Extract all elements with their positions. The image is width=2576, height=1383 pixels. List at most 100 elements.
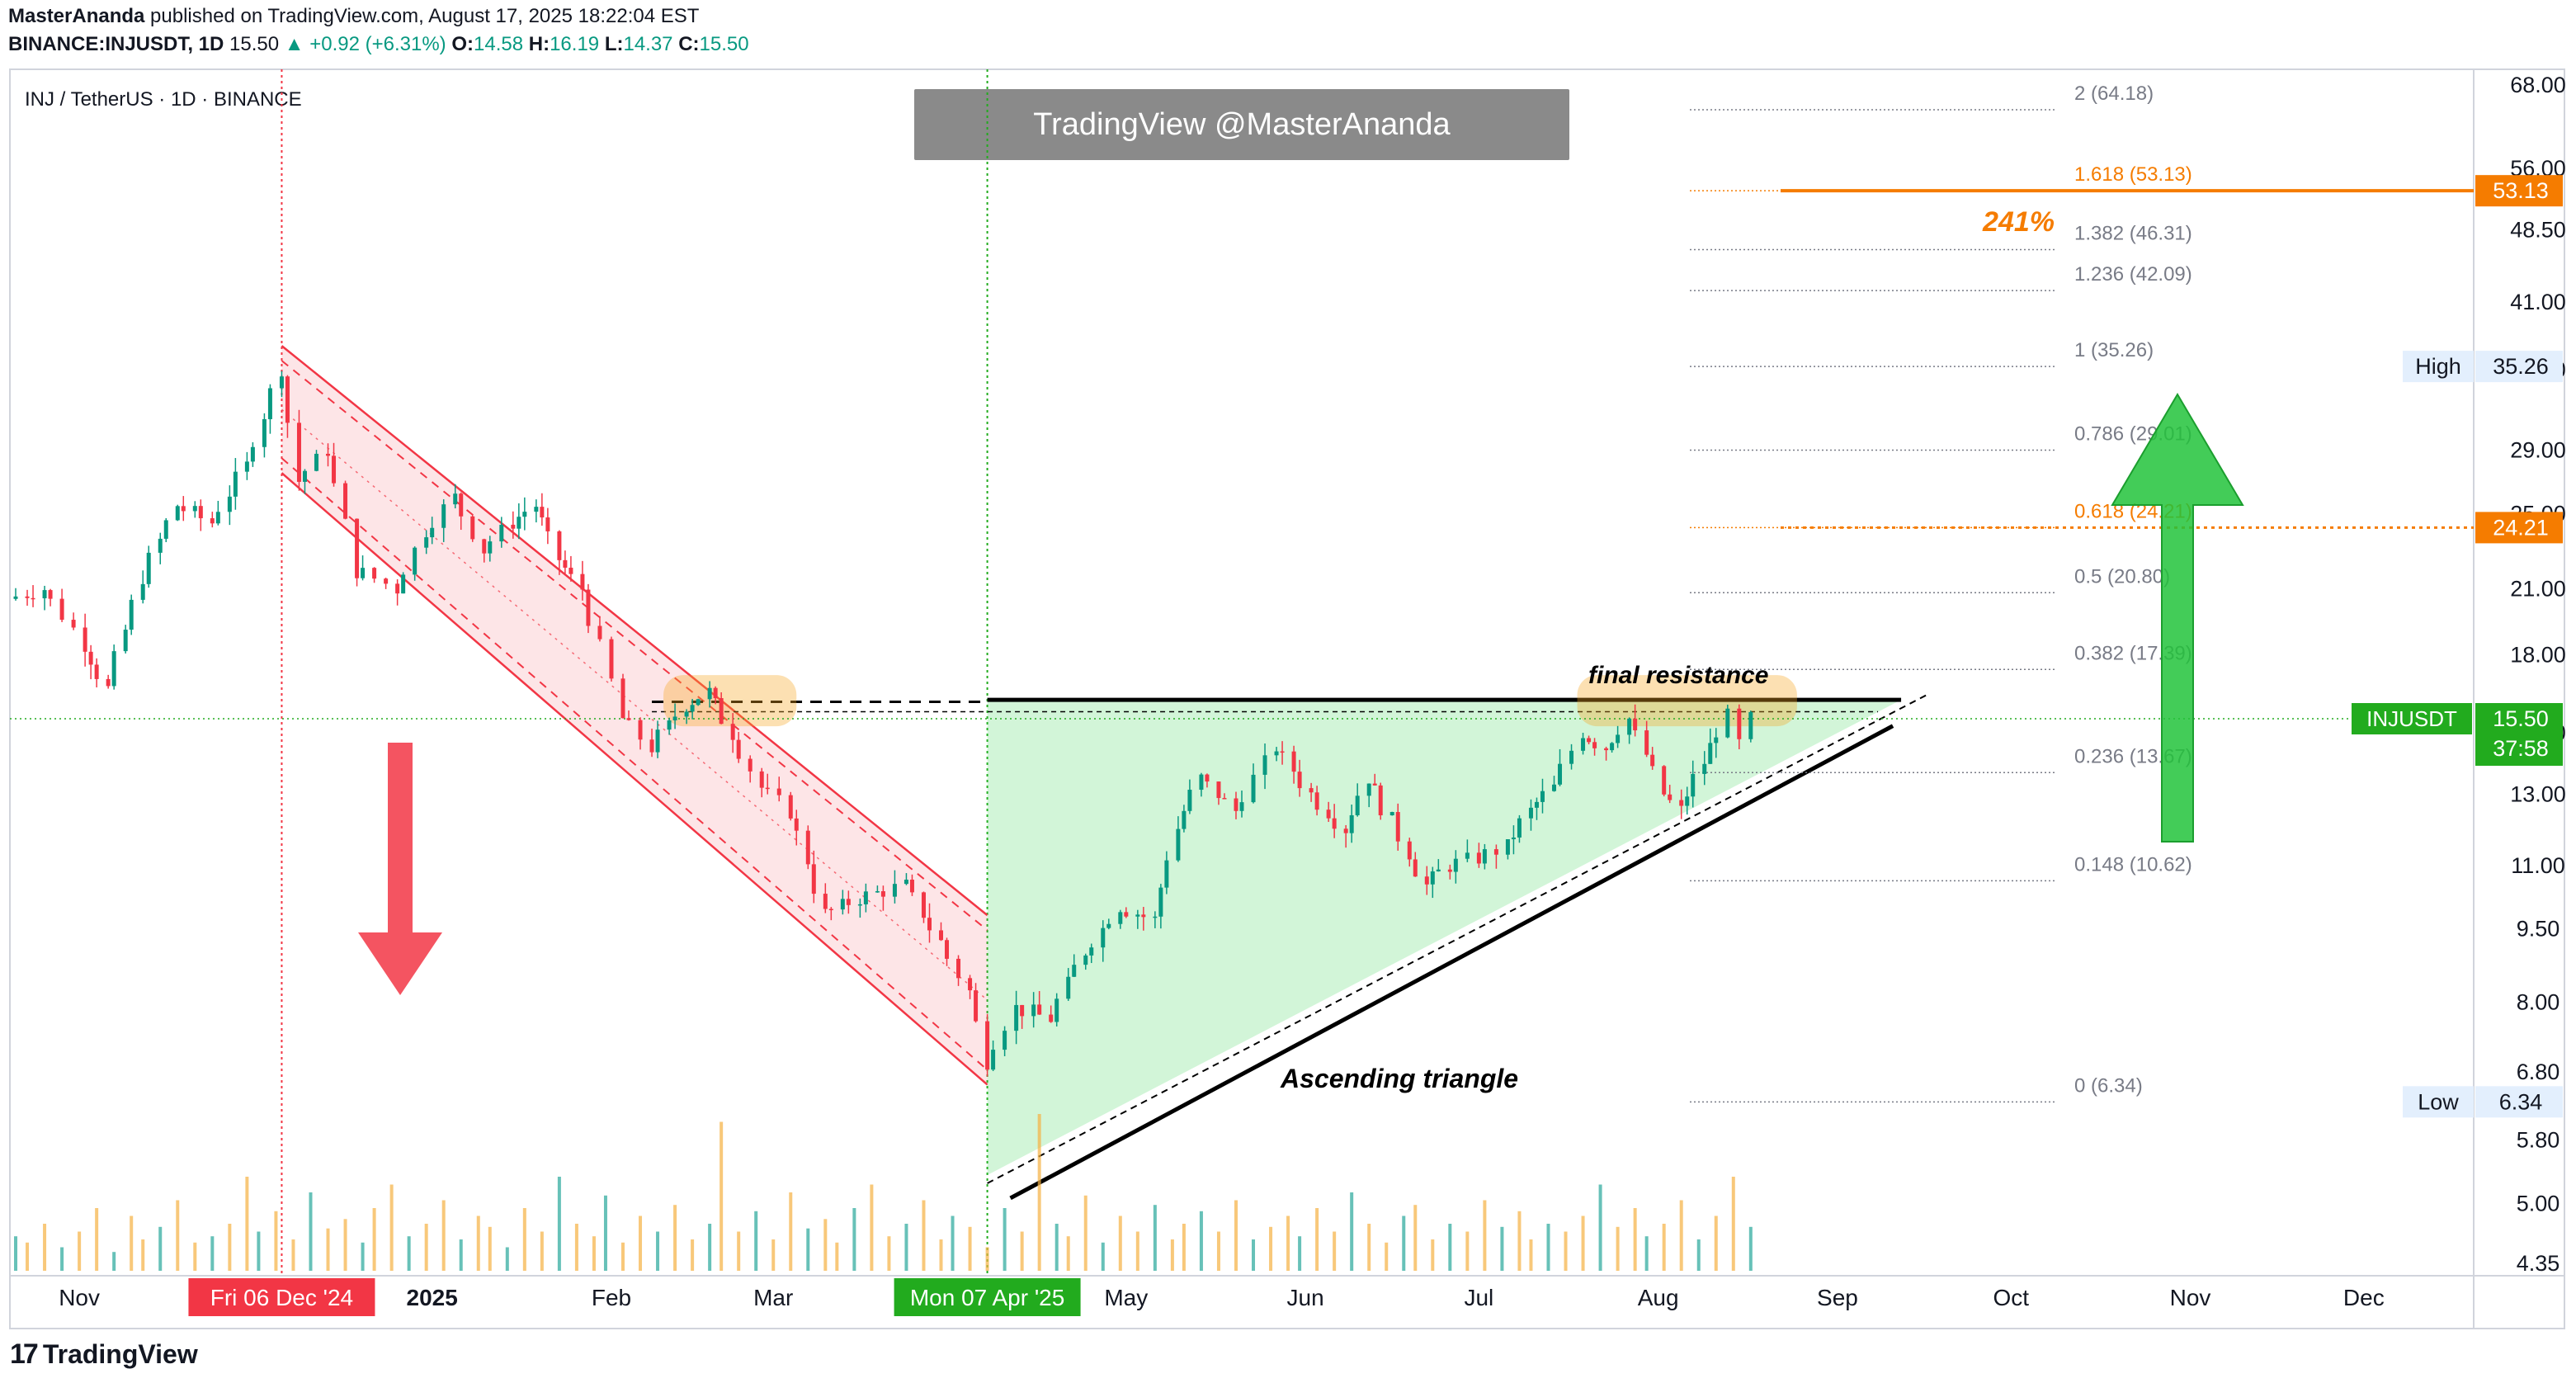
volume-bar bbox=[656, 1231, 660, 1271]
final-resistance-label: final resistance bbox=[1588, 662, 1768, 689]
volume-bar bbox=[424, 1224, 428, 1271]
volume-bar bbox=[1465, 1231, 1470, 1271]
volume-bar bbox=[1298, 1236, 1302, 1271]
candle-body bbox=[314, 453, 318, 471]
x-tick-label: Mar bbox=[753, 1285, 793, 1310]
candle-body bbox=[285, 376, 290, 423]
up-arrow-icon bbox=[2111, 393, 2244, 843]
pane-title: INJ / TetherUS · 1D · BINANCE bbox=[25, 88, 302, 111]
candle-body bbox=[413, 547, 418, 575]
candle-body bbox=[401, 574, 406, 594]
candle-body bbox=[250, 446, 255, 462]
candle-body bbox=[296, 422, 301, 482]
volume-bar bbox=[176, 1200, 180, 1271]
volume-bar bbox=[557, 1177, 561, 1271]
volume-bar bbox=[737, 1231, 741, 1271]
candle-body bbox=[672, 716, 677, 720]
candle-body bbox=[719, 698, 724, 725]
resistance-zone-left bbox=[663, 675, 797, 727]
price-tag-bg bbox=[2475, 175, 2563, 207]
x-tick-label: Jul bbox=[1464, 1285, 1493, 1310]
tradingview-logo[interactable]: 17 TradingView bbox=[10, 1338, 198, 1371]
channel-mid-line bbox=[281, 408, 988, 1001]
candle-body bbox=[1436, 869, 1441, 872]
fib-label-0.5: 0.5 (20.80) bbox=[2074, 565, 2170, 588]
volume-bar bbox=[951, 1215, 955, 1271]
candle-body bbox=[863, 891, 868, 904]
candle-body bbox=[430, 527, 435, 538]
candle-body bbox=[655, 729, 660, 753]
candle-body bbox=[1592, 742, 1597, 748]
candle-body bbox=[1528, 807, 1533, 819]
candle-body bbox=[857, 904, 862, 906]
volume-bar bbox=[1385, 1242, 1389, 1271]
channel-inner-upper bbox=[281, 360, 988, 931]
candle-body bbox=[332, 455, 337, 484]
volume-bar bbox=[112, 1252, 116, 1271]
volume-bar bbox=[806, 1228, 810, 1271]
candle-body bbox=[1453, 858, 1458, 872]
volume-bar bbox=[719, 1121, 724, 1271]
candle-body bbox=[1205, 774, 1210, 782]
y-tick-label: 11.00 bbox=[2511, 853, 2565, 878]
x-tick-label: Jun bbox=[1287, 1285, 1324, 1310]
channel-lower-line bbox=[281, 472, 988, 1086]
x-tick-label: 2025 bbox=[407, 1285, 458, 1310]
volume-bar bbox=[904, 1224, 908, 1271]
candle-body bbox=[1430, 871, 1435, 885]
volume-bar bbox=[1413, 1205, 1418, 1271]
bar-countdown: 37:58 bbox=[2493, 736, 2549, 761]
candle-body bbox=[586, 589, 591, 626]
candle-body bbox=[424, 537, 429, 548]
volume-bar bbox=[361, 1242, 365, 1271]
candle-body bbox=[1476, 852, 1481, 864]
volume-bar bbox=[1644, 1236, 1649, 1271]
volume-bar bbox=[522, 1208, 526, 1271]
price-tag-name: Low bbox=[2418, 1089, 2459, 1114]
price-tag-name-bg bbox=[2403, 351, 2474, 383]
candle-body bbox=[59, 598, 64, 621]
candle-body bbox=[1633, 718, 1638, 731]
candle-body bbox=[48, 590, 53, 599]
candle-body bbox=[580, 573, 585, 590]
volume-bar bbox=[1083, 1195, 1087, 1271]
x-tick-label: Oct bbox=[1993, 1285, 2029, 1310]
candle-body bbox=[534, 507, 539, 512]
candle-body bbox=[1372, 783, 1377, 786]
candle-body bbox=[453, 493, 458, 505]
candle-body bbox=[215, 512, 220, 524]
candle-body bbox=[609, 639, 614, 679]
candle-body bbox=[1158, 887, 1163, 917]
y-tick-label: 18.00 bbox=[2510, 642, 2566, 667]
price-tag-value: 6.34 bbox=[2499, 1089, 2543, 1114]
high-label: H: bbox=[528, 33, 550, 55]
candle-body bbox=[1054, 998, 1059, 1022]
candle-body bbox=[1668, 794, 1673, 800]
y-tick-label: 41.00 bbox=[2510, 290, 2566, 314]
volume-bar bbox=[1598, 1184, 1602, 1271]
y-tick-label: 5.80 bbox=[2517, 1128, 2560, 1153]
candle-body bbox=[1702, 763, 1707, 774]
volume-bar bbox=[1679, 1200, 1683, 1271]
candle-body bbox=[1517, 818, 1522, 838]
candle-body bbox=[175, 506, 180, 521]
volume-bar bbox=[1066, 1236, 1070, 1271]
volume-bar bbox=[43, 1224, 47, 1271]
author-name[interactable]: MasterAnanda bbox=[8, 5, 145, 27]
candle-body bbox=[1314, 792, 1319, 810]
candle-body bbox=[684, 711, 689, 717]
volume-bar bbox=[1118, 1215, 1122, 1271]
volume-bar bbox=[158, 1226, 163, 1271]
candle-body bbox=[1737, 708, 1742, 739]
candle-body bbox=[13, 596, 18, 599]
candle-body bbox=[1610, 743, 1615, 751]
volume-bar bbox=[1633, 1208, 1637, 1271]
support-line bbox=[1009, 724, 1894, 1201]
last-price-tag-value: 15.50 bbox=[2493, 706, 2549, 731]
candle-body bbox=[1662, 766, 1667, 795]
candle-body bbox=[1124, 912, 1129, 917]
candle-body bbox=[1581, 738, 1586, 751]
volume-bar bbox=[78, 1231, 82, 1271]
candle-body bbox=[1164, 860, 1169, 888]
